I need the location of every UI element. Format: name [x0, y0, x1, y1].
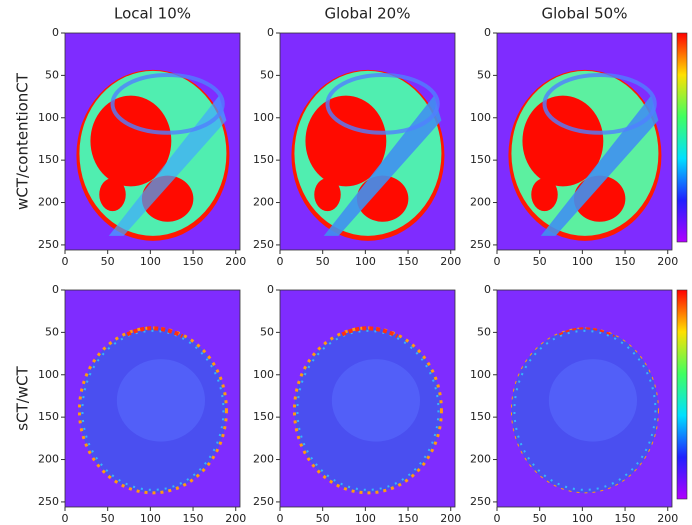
x-tick-label: 50	[533, 512, 547, 525]
page: 0 50 100 150 200 0 50 100 150 200 250 Local 10% wCT/…	[0, 0, 692, 525]
y-tick-label: 150	[253, 153, 274, 166]
x-tick-label: 50	[316, 512, 330, 525]
figure: 0 50 100 150 200 0 50 100 150 200 250 Local 10% wCT/…	[0, 0, 692, 525]
x-tick-label: 200	[657, 255, 678, 268]
y-tick-label: 100	[38, 111, 59, 124]
x-tick-label: 100	[355, 255, 376, 268]
y-tick-label: 100	[38, 368, 59, 381]
heatmap	[280, 33, 455, 250]
x-tick-label: 100	[355, 512, 376, 525]
y-tick-label: 150	[470, 153, 491, 166]
y-tick-label: 150	[38, 153, 59, 166]
y-tick-label: 200	[470, 196, 491, 209]
x-tick-label: 50	[533, 255, 547, 268]
y-tick-label: 50	[45, 68, 59, 81]
heatmap	[65, 290, 240, 507]
y-tick-label: 0	[52, 26, 59, 39]
heatmap	[497, 290, 672, 507]
x-tick-label: 150	[398, 255, 419, 268]
x-tick-label: 150	[183, 512, 204, 525]
x-tick-label: 200	[225, 255, 246, 268]
heatmap	[497, 33, 672, 250]
x-tick-label: 50	[101, 255, 115, 268]
x-tick-label: 0	[494, 512, 501, 525]
y-tick-label: 50	[260, 325, 274, 338]
y-tick-label: 50	[260, 68, 274, 81]
heatmap	[65, 33, 240, 250]
y-tick-label: 50	[477, 68, 491, 81]
y-tick-label: 0	[52, 283, 59, 296]
column-title: Global 50%	[542, 5, 628, 23]
x-tick-label: 50	[101, 512, 115, 525]
y-tick-label: 100	[470, 111, 491, 124]
x-tick-label: 150	[615, 512, 636, 525]
y-tick-label: 100	[253, 111, 274, 124]
y-tick-label: 100	[253, 368, 274, 381]
y-tick-label: 150	[470, 410, 491, 423]
tint	[117, 359, 205, 441]
heatmap	[280, 290, 455, 507]
x-tick-label: 50	[316, 255, 330, 268]
y-tick-label: 100	[470, 368, 491, 381]
y-tick-label: 200	[253, 453, 274, 466]
x-tick-label: 150	[615, 255, 636, 268]
region	[531, 178, 557, 211]
x-tick-label: 200	[440, 512, 461, 525]
x-tick-label: 150	[398, 512, 419, 525]
y-tick-label: 0	[267, 26, 274, 39]
y-tick-label: 250	[253, 238, 274, 251]
x-tick-label: 200	[657, 512, 678, 525]
x-tick-label: 0	[62, 512, 69, 525]
row-label: sCT/wCT	[14, 365, 32, 430]
y-tick-label: 0	[484, 26, 491, 39]
y-tick-label: 250	[38, 495, 59, 508]
y-tick-label: 0	[484, 283, 491, 296]
y-tick-label: 250	[38, 238, 59, 251]
y-tick-label: 200	[253, 196, 274, 209]
row-label: wCT/contentionCT	[14, 72, 32, 210]
y-tick-label: 250	[470, 495, 491, 508]
x-tick-label: 0	[62, 255, 69, 268]
colorbar	[677, 33, 687, 242]
colorbar	[677, 290, 687, 499]
x-tick-label: 200	[225, 512, 246, 525]
tint	[549, 359, 637, 441]
x-tick-label: 0	[494, 255, 501, 268]
x-tick-label: 100	[140, 512, 161, 525]
y-tick-label: 150	[253, 410, 274, 423]
region	[99, 178, 125, 211]
x-tick-label: 100	[140, 255, 161, 268]
y-tick-label: 150	[38, 410, 59, 423]
region	[314, 178, 340, 211]
y-tick-label: 50	[45, 325, 59, 338]
tint	[332, 359, 420, 441]
y-tick-label: 200	[38, 196, 59, 209]
y-tick-label: 50	[477, 325, 491, 338]
y-tick-label: 250	[470, 238, 491, 251]
column-title: Global 20%	[325, 5, 411, 23]
y-tick-label: 200	[38, 453, 59, 466]
column-title: Local 10%	[114, 5, 191, 23]
y-tick-label: 200	[470, 453, 491, 466]
x-tick-label: 100	[572, 255, 593, 268]
y-tick-label: 0	[267, 283, 274, 296]
x-tick-label: 150	[183, 255, 204, 268]
x-tick-label: 0	[277, 255, 284, 268]
y-tick-label: 250	[253, 495, 274, 508]
x-tick-label: 0	[277, 512, 284, 525]
x-tick-label: 200	[440, 255, 461, 268]
x-tick-label: 100	[572, 512, 593, 525]
